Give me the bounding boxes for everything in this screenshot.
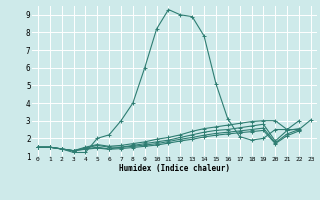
X-axis label: Humidex (Indice chaleur): Humidex (Indice chaleur): [119, 164, 230, 173]
